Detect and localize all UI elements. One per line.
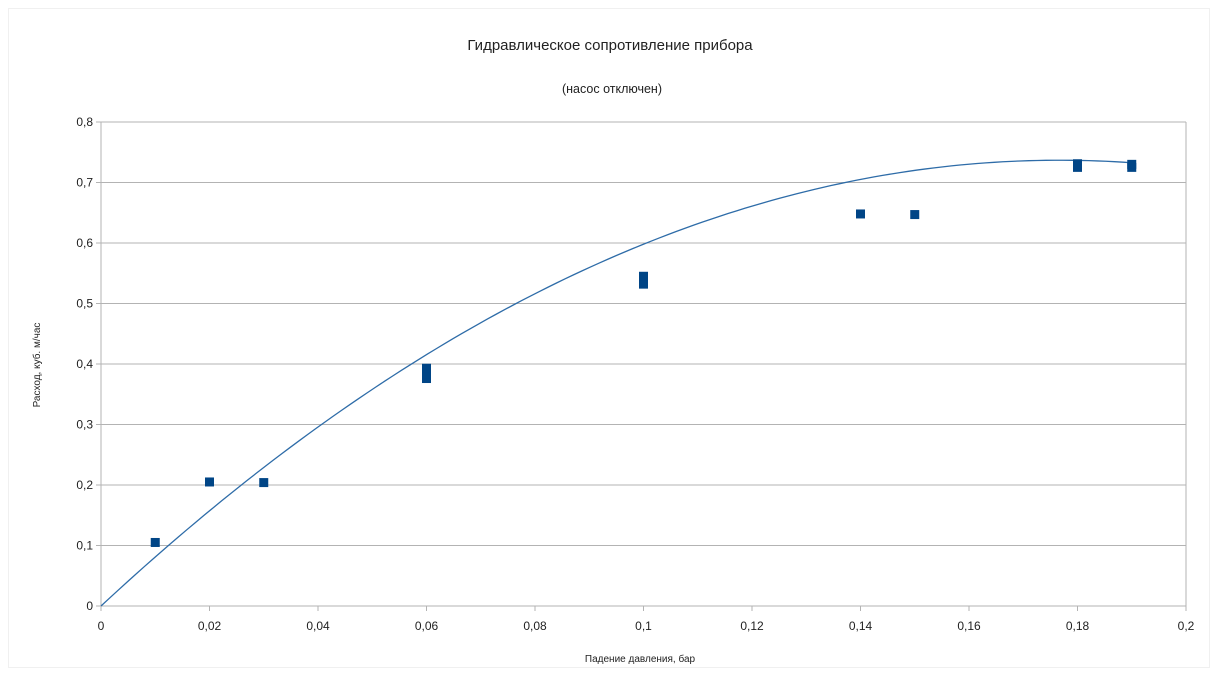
data-point [910,210,920,220]
y-tick-label: 0,2 [76,478,93,492]
data-point [856,209,865,219]
x-tick-label: 0,16 [957,619,981,633]
y-tick-label: 0,6 [76,236,93,250]
chart-subtitle: (насос отключен) [562,82,662,96]
x-tick-label: 0,18 [1066,619,1090,633]
y-tick-label: 0,4 [76,357,93,371]
data-point [422,369,431,379]
trendline-group [100,159,1132,607]
y-tick-label: 0,3 [76,418,93,432]
x-tick-label: 0,06 [415,619,439,633]
x-tick-label: 0,04 [306,619,330,633]
x-tick-label: 0 [98,619,105,633]
data-point [1073,159,1082,169]
data-point [422,363,431,373]
data-point [259,478,269,488]
x-axis-title: Падение давления, бар [585,653,696,665]
data-point [639,279,648,289]
y-tick-label: 0,1 [76,539,93,553]
y-axis-title: Расход, куб. м/час [31,323,43,408]
x-tick-label: 0,2 [1178,619,1195,633]
tick-labels: 0 0,1 0,2 0,3 0,4 0,5 0,6 0,7 0,8 0 0,02 0,04 0,06 0,… [76,115,1194,633]
x-tick-label: 0,12 [740,619,764,633]
axes [96,121,1187,611]
x-tick-label: 0,14 [849,619,873,633]
data-point [205,477,214,487]
data-point [1127,159,1137,169]
y-tick-label: 0,8 [76,115,93,129]
data-point [150,537,160,547]
x-tick-label: 0,1 [635,619,652,633]
y-tick-label: 0,7 [76,176,93,190]
trendline [100,159,1132,607]
data-point [639,271,648,281]
x-tick-label: 0,02 [198,619,222,633]
grid-lines [101,121,1186,546]
x-tick-label: 0,08 [523,619,547,633]
data-points [150,159,1137,547]
chart-title: Гидравлическое сопротивление прибора [467,37,753,54]
y-tick-label: 0 [86,599,93,613]
y-tick-label: 0,5 [76,297,93,311]
chart-frame [8,8,1210,668]
